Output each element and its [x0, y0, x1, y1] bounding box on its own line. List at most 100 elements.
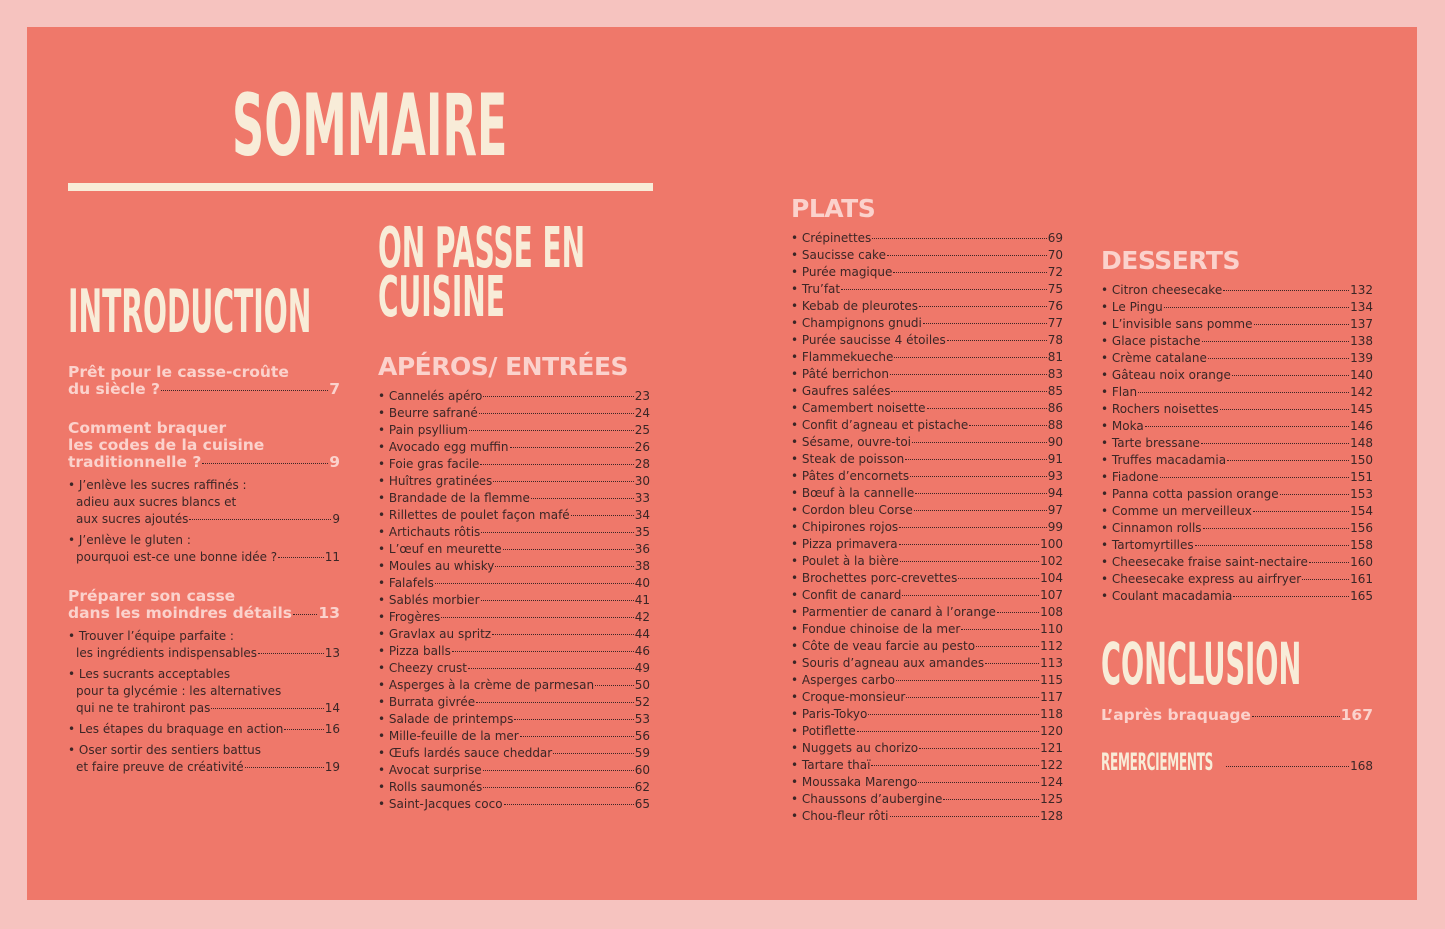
page-number: 104	[1040, 571, 1063, 585]
entry-text: • Potiflette	[791, 724, 856, 738]
toc-entry: • Les étapes du braquage en action 16	[68, 721, 340, 738]
toc-row: • Brandade de la flemme 33	[378, 490, 650, 507]
toc-row: • Pizza balls 46	[378, 643, 650, 660]
toc-row: du siècle ? 7	[68, 381, 340, 398]
leader-dots	[478, 413, 634, 414]
toc-row: • Confit de canard 107	[791, 587, 1063, 604]
toc-row: • Flammekueche 81	[791, 349, 1063, 366]
leader-dots	[482, 770, 634, 771]
entry-text: aux sucres ajoutés	[76, 512, 189, 526]
toc-row: • Kebab de pleurotes 76	[791, 298, 1063, 315]
page-number: 124	[1040, 775, 1063, 789]
toc-row: REMERCIEMENTS 168	[1101, 750, 1373, 775]
entry-text: • Comme un merveilleux	[1101, 504, 1252, 518]
toc-row: • Sésame, ouvre-toi 90	[791, 434, 1063, 451]
leader-dots	[1227, 460, 1350, 461]
page-number: 145	[1350, 402, 1373, 416]
leader-dots	[894, 357, 1047, 358]
desserts-column: DESSERTS • Citron cheesecake 132 • Le Pingu…	[1101, 246, 1373, 775]
page-number: 9	[332, 512, 340, 526]
toc-row: • Purée magique 72	[791, 264, 1063, 281]
entry-text: • Tartare thaï	[791, 758, 871, 772]
section-heading: CONCLUSION	[1101, 630, 1302, 698]
entry-text: • Salade de printemps	[378, 712, 514, 726]
leader-dots	[1252, 511, 1350, 512]
leader-dots	[595, 685, 634, 686]
page-number: 40	[634, 576, 650, 590]
toc-row: • Saucisse cake 70	[791, 247, 1063, 264]
leader-dots	[985, 663, 1040, 664]
entry-text: • Frogères	[378, 610, 441, 624]
toc-row: • Steak de poisson 91	[791, 451, 1063, 468]
toc-row: • Citron cheesecake 132	[1101, 282, 1373, 299]
leader-dots	[467, 668, 634, 669]
entry-text: • Brandade de la flemme	[378, 491, 530, 505]
entry-text: et faire preuve de créativité	[76, 760, 244, 774]
toc-row: • Cheesecake express au airfryer 161	[1101, 571, 1373, 588]
entry-text: • Fiadone	[1101, 470, 1159, 484]
toc-row: • Sablés morbier 41	[378, 592, 650, 609]
toc-row: • Croque-monsieur 117	[791, 689, 1063, 706]
entry-text: pourquoi est-ce une bonne idée ?	[76, 550, 278, 564]
leader-dots	[872, 238, 1047, 239]
page-number: 94	[1047, 486, 1063, 500]
entry-text: • Pizza balls	[378, 644, 451, 658]
leader-dots	[284, 729, 324, 730]
page-number: 41	[634, 593, 650, 607]
toc-row: • Pain psyllium 25	[378, 422, 650, 439]
entry-line: • Oser sortir des sentiers battus	[68, 743, 262, 757]
entry-line: les codes de la cuisine	[68, 436, 265, 454]
leader-dots	[906, 697, 1040, 698]
entry-text: • Steak de poisson	[791, 452, 905, 466]
leader-dots	[943, 799, 1040, 800]
leader-dots	[1233, 596, 1350, 597]
entry-text: • Purée magique	[791, 265, 893, 279]
entry-text: du siècle ?	[68, 380, 160, 398]
page-number: 156	[1350, 521, 1373, 535]
leader-dots	[1231, 375, 1350, 376]
page-number: 148	[1350, 436, 1373, 450]
toc-row: et faire preuve de créativité 19	[68, 759, 340, 776]
entry-text: • Gravlax au spritz	[378, 627, 492, 641]
leader-dots	[1253, 324, 1350, 325]
page-number: 16	[324, 722, 340, 736]
page-number: 118	[1040, 707, 1063, 721]
toc-row: • Cannelés apéro 23	[378, 388, 650, 405]
intro-section: Préparer son casse dans les moindres déta…	[68, 588, 340, 776]
page-number: 52	[634, 695, 650, 709]
toc-row: qui ne te trahiront pas 14	[68, 700, 340, 717]
toc-row: • Gâteau noix orange 140	[1101, 367, 1373, 384]
leader-dots	[893, 272, 1047, 273]
leader-dots	[1159, 477, 1350, 478]
entry-text: • Pizza primavera	[791, 537, 898, 551]
entry-text: • Le Pingu	[1101, 300, 1163, 314]
toc-row: • Huîtres gratinées 30	[378, 473, 650, 490]
toc-row: • Tartare thaï 122	[791, 757, 1063, 774]
toc-row: • Asperges carbo 115	[791, 672, 1063, 689]
leader-dots	[483, 396, 634, 397]
entry-text: • L’œuf en meurette	[378, 542, 502, 556]
entry-text: • Sablés morbier	[378, 593, 480, 607]
leader-dots	[553, 753, 634, 754]
page-number: 100	[1040, 537, 1063, 551]
entry-text: • Cheezy crust	[378, 661, 467, 675]
entry-text: • Truffes macadamia	[1101, 453, 1227, 467]
leader-dots	[441, 617, 634, 618]
toc-row: • Parmentier de canard à l’orange 108	[791, 604, 1063, 621]
page-number: 24	[634, 406, 650, 420]
page-number: 46	[634, 644, 650, 658]
leader-dots	[868, 714, 1040, 715]
entry-text: • Gâteau noix orange	[1101, 368, 1231, 382]
page-number: 38	[634, 559, 650, 573]
leader-dots	[922, 323, 1047, 324]
page-number: 153	[1350, 487, 1373, 501]
page-number: 128	[1040, 809, 1063, 823]
leader-dots	[503, 804, 634, 805]
leader-dots	[244, 767, 324, 768]
leader-dots	[476, 702, 634, 703]
toc-row: • Coulant macadamia 165	[1101, 588, 1373, 605]
toc-row: • Purée saucisse 4 étoiles 78	[791, 332, 1063, 349]
entry-text: • Confit d’agneau et pistache	[791, 418, 969, 432]
entry-text: • Tarte bressane	[1101, 436, 1200, 450]
entry-text: • Rochers noisettes	[1101, 402, 1219, 416]
